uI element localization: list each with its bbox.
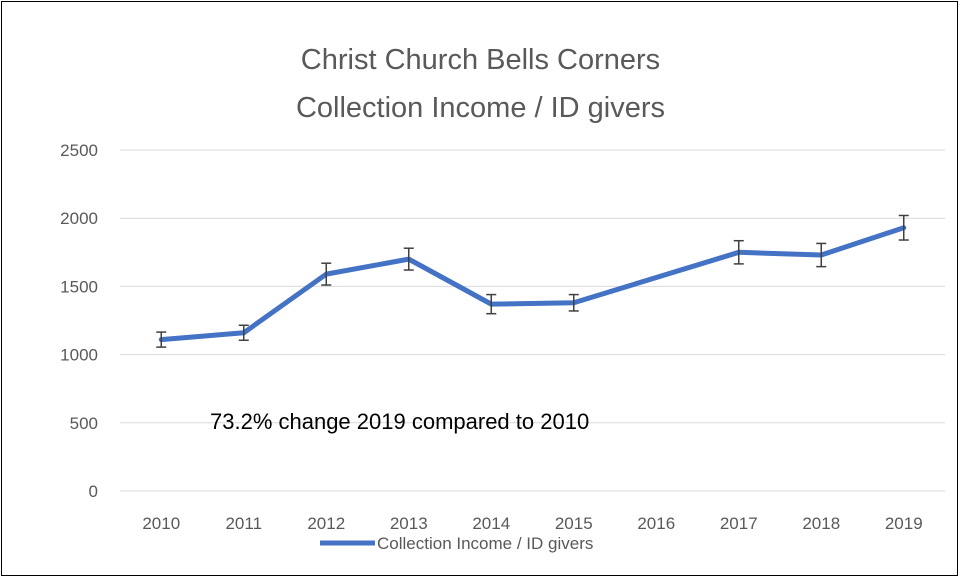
x-tick-label: 2016 bbox=[637, 514, 675, 533]
x-tick-label: 2012 bbox=[307, 514, 345, 533]
error-bar bbox=[816, 242, 827, 268]
series-line bbox=[158, 225, 907, 343]
y-tick-label: 1500 bbox=[60, 277, 98, 296]
error-bar bbox=[156, 331, 167, 348]
legend: Collection Income / ID givers bbox=[320, 534, 593, 553]
error-bar bbox=[898, 214, 909, 241]
error-bar bbox=[733, 239, 744, 265]
x-tick-label: 2010 bbox=[142, 514, 180, 533]
error-bar bbox=[568, 293, 579, 312]
x-tick-label: 2014 bbox=[472, 514, 510, 533]
x-tick-label: 2017 bbox=[720, 514, 758, 533]
x-tick-label: 2019 bbox=[885, 514, 923, 533]
y-tick-label: 0 bbox=[89, 482, 98, 501]
chart-title: Christ Church Bells Corners bbox=[300, 44, 661, 76]
y-tick-label: 2500 bbox=[60, 141, 98, 160]
gridlines bbox=[120, 149, 945, 492]
y-tick-label: 1000 bbox=[60, 346, 98, 365]
error-bar bbox=[238, 324, 249, 342]
y-axis-labels: 0 500 1000 1500 2000 2500 bbox=[60, 141, 98, 501]
series-group bbox=[156, 214, 909, 348]
error-bar bbox=[403, 247, 414, 271]
chart-subtitle: Collection Income / ID givers bbox=[295, 92, 666, 124]
error-bar bbox=[486, 293, 497, 315]
x-tick-label: 2013 bbox=[390, 514, 428, 533]
y-tick-label: 2000 bbox=[60, 209, 98, 228]
x-tick-label: 2011 bbox=[225, 514, 262, 533]
x-tick-label: 2018 bbox=[802, 514, 840, 533]
x-tick-label: 2015 bbox=[555, 514, 593, 533]
legend-label: Collection Income / ID givers bbox=[377, 534, 593, 553]
x-axis-labels: 2010 2011 2012 2013 2014 2015 2016 2017 2018 2019 bbox=[142, 514, 922, 533]
y-tick-label: 500 bbox=[70, 414, 98, 433]
error-bar bbox=[321, 262, 332, 286]
change-annotation: 73.2% change 2019 compared to 2010 bbox=[210, 409, 589, 434]
